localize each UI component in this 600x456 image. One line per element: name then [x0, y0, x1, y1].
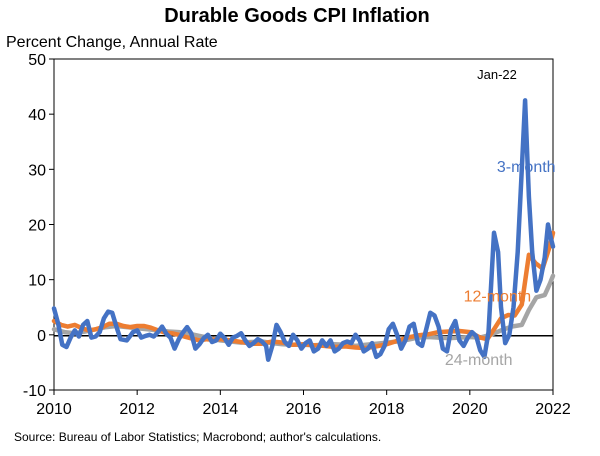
- series-label-3-month: 3-month: [497, 159, 556, 176]
- x-axis-ticks: 2010 2012 2014 2016 2018 2020 2022: [36, 390, 571, 418]
- x-tick-label: 2010: [36, 401, 72, 418]
- x-tick-label: 2022: [535, 401, 571, 418]
- series-lines: [51, 98, 556, 362]
- chart-title: Durable Goods CPI Inflation: [164, 5, 430, 27]
- y-axis-label: Percent Change, Annual Rate: [6, 34, 218, 51]
- y-axis-ticks: 50 40 30 20 10 0 -10: [23, 52, 54, 400]
- y-tick-label: -10: [23, 383, 46, 400]
- x-tick-label: 2012: [119, 401, 155, 418]
- x-tick-label: 2014: [203, 401, 239, 418]
- x-tick-label: 2016: [286, 401, 322, 418]
- y-tick-label: 10: [28, 273, 46, 290]
- y-tick-label: 0: [37, 328, 46, 345]
- series-labels: 3-month 12-month 24-month: [445, 159, 556, 369]
- series-line-3-month: [51, 98, 556, 362]
- x-tick-label: 2018: [369, 401, 405, 418]
- annotation-label: Jan-22: [477, 67, 517, 82]
- y-tick-label: 30: [28, 162, 46, 179]
- y-tick-label: 40: [28, 107, 46, 124]
- y-tick-label: 20: [28, 218, 46, 235]
- x-tick-label: 2020: [452, 401, 488, 418]
- series-label-12-month: 12-month: [464, 289, 532, 306]
- y-tick-label: 50: [28, 52, 46, 69]
- series-label-24-month: 24-month: [445, 352, 513, 369]
- source-note: Source: Bureau of Labor Statistics; Macr…: [14, 430, 381, 444]
